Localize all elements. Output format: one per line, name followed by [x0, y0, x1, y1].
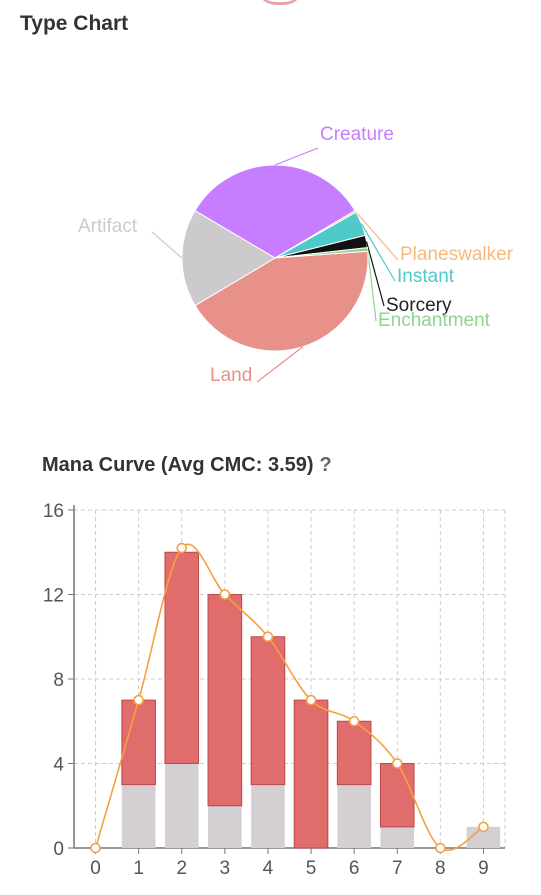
type-chart-title: Type Chart [20, 12, 129, 35]
pie-slice-creature [194, 164, 356, 259]
x-tick-label: 1 [133, 858, 144, 879]
y-tick-label: 0 [53, 839, 64, 860]
curve-point-cmc-8 [435, 842, 446, 854]
y-tick-label: 16 [43, 501, 64, 522]
bar-series1-cmc-5 [293, 699, 329, 849]
x-tick-label: 3 [220, 858, 231, 879]
pie-leader-instant [360, 223, 396, 282]
bar-series0-cmc-4 [251, 784, 285, 848]
pie-slice-artifact [181, 209, 276, 307]
curve-point-cmc-1 [133, 694, 144, 706]
pie-leader-creature [274, 147, 319, 166]
x-tick-label: 2 [176, 858, 187, 879]
pie-label-artifact: Artifact [78, 216, 138, 237]
x-tick-label: 5 [306, 858, 317, 879]
curve-point-cmc-4 [262, 631, 274, 643]
pie-label-land: Land [210, 365, 252, 386]
x-tick-label: 9 [478, 858, 489, 879]
bar-series1-cmc-1 [121, 699, 156, 786]
bar-series1-cmc-3 [207, 594, 243, 807]
bar-series0-cmc-3 [208, 805, 242, 848]
y-tick-label: 8 [53, 670, 64, 691]
mana-curve-title: Mana Curve (Avg CMC: 3.59)? [42, 454, 332, 477]
curve-point-cmc-0 [90, 842, 101, 854]
pie-leader-artifact [151, 231, 183, 259]
help-icon[interactable]: ? [319, 454, 332, 476]
bar-series1-cmc-2 [164, 551, 200, 764]
bar-series0-cmc-6 [337, 784, 371, 848]
x-tick-label: 4 [263, 858, 274, 879]
pie-label-enchantment: Enchantment [378, 310, 491, 331]
x-tick-label: 0 [90, 858, 101, 879]
pie-label-creature: Creature [320, 124, 394, 145]
bar-series1-cmc-7 [379, 763, 415, 828]
pie-slice-land [194, 250, 369, 352]
pie-leader-enchantment [367, 249, 377, 322]
x-tick-label: 8 [435, 858, 446, 879]
bar-series1-cmc-4 [250, 636, 286, 786]
pie-label-instant: Instant [397, 266, 455, 287]
curve-point-cmc-9 [478, 821, 489, 833]
bar-series0-cmc-7 [380, 826, 415, 848]
pie-leader-land [256, 346, 304, 383]
pie-label-sorcery: Sorcery [386, 295, 452, 316]
decorative-arc [254, 0, 306, 5]
bar-series0-cmc-1 [121, 784, 156, 848]
curve-point-cmc-5 [305, 694, 317, 706]
bar-series0-cmc-9 [466, 826, 501, 848]
y-tick-label: 4 [53, 755, 64, 776]
pie-leader-planeswalker [355, 211, 399, 261]
y-tick-label: 12 [43, 586, 64, 607]
mana-curve-title-text: Mana Curve (Avg CMC: 3.59) [42, 454, 314, 476]
x-tick-label: 6 [349, 858, 360, 879]
x-tick-label: 7 [392, 858, 403, 879]
pie-label-planeswalker: Planeswalker [400, 244, 514, 265]
bar-series0-cmc-2 [164, 763, 199, 848]
curve-point-cmc-2 [176, 542, 188, 554]
curve-point-cmc-6 [348, 715, 360, 727]
curve-point-cmc-7 [391, 758, 403, 769]
pie-leader-sorcery [365, 241, 385, 307]
curve-point-cmc-3 [219, 589, 231, 600]
